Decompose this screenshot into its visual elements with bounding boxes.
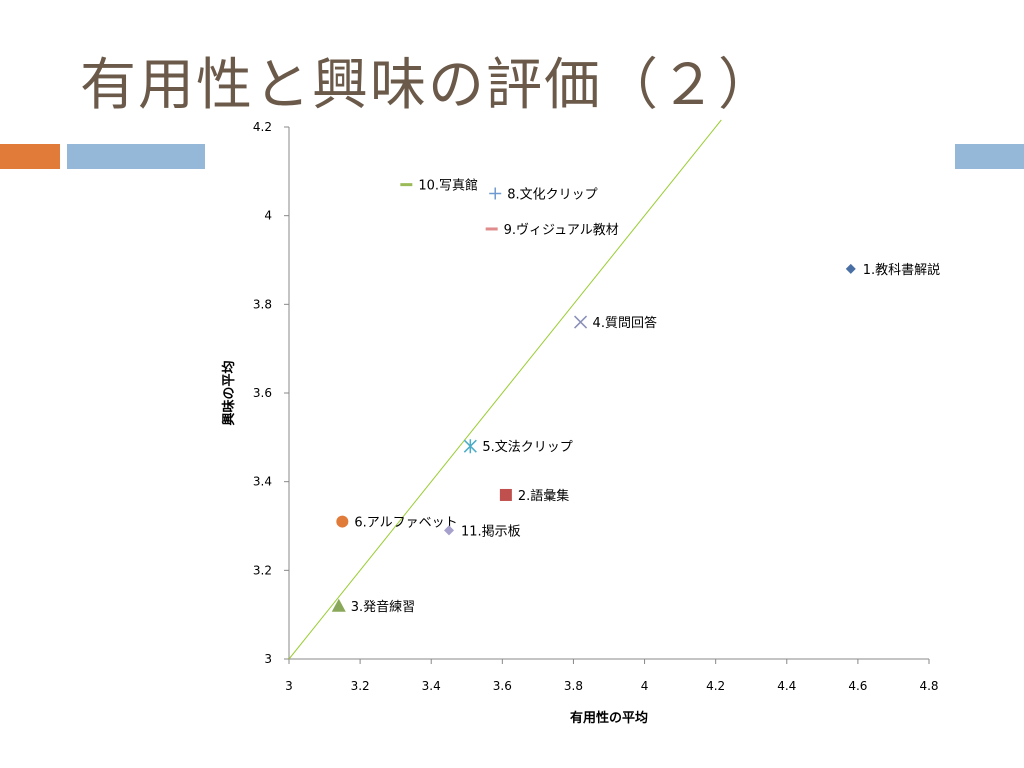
accent-bar-orange [0,144,60,169]
point-marker-x [574,315,588,329]
data-point: 3.発音練習 [331,598,415,615]
slide-title: 有用性と興味の評価（２） [80,53,776,118]
x-axis-title: 有用性の平均 [570,710,648,726]
x-tick-label: 3 [285,679,293,693]
data-point: 10.写真館 [400,179,478,194]
point-marker-square [499,488,512,501]
point-label: 11.掲示板 [461,523,521,539]
x-tick-label: 3.6 [493,679,512,693]
point-marker-triangle [331,598,346,612]
point-label: 4.質問回答 [593,315,657,331]
point-label: 10.写真館 [418,179,478,194]
y-axis-title: 興味の平均 [221,360,237,425]
y-tick-label: 3.6 [253,386,272,400]
data-point: 6.アルファベット [336,515,458,531]
point-marker-circle [336,515,349,528]
x-tick-label: 4.2 [706,679,725,693]
point-label: 1.教科書解説 [863,262,940,278]
point-label: 3.発音練習 [351,599,415,615]
accent-bar-blue-right [955,144,1024,169]
reference-line [288,119,722,660]
x-tick-label: 3.2 [351,679,370,693]
y-tick-label: 3 [264,652,272,666]
x-axis-ticks: 3 3.2 3.4 3.6 3.8 4 4.2 4.4 4.6 4.8 [285,659,939,693]
point-marker-asterisk [463,439,477,454]
data-point: 9.ヴィジュアル教材 [485,222,619,238]
data-point: 4.質問回答 [574,315,657,331]
x-tick-label: 4.4 [777,679,796,693]
data-point: 2.語彙集 [499,488,569,504]
y-axis-ticks: 3 3.2 3.4 3.6 3.8 4 4.2 [253,120,289,666]
x-tick-label: 4.8 [919,679,938,693]
y-tick-label: 4 [264,209,272,223]
y-tick-label: 4.2 [253,120,272,134]
data-point: 11.掲示板 [444,523,521,539]
x-tick-label: 4 [641,679,649,693]
point-label: 6.アルファベット [354,516,457,531]
data-points: 1.教科書解説 2.語彙集 3.発音練習 4.質問回答 5.文法クリップ 6.アルファベッ… [331,179,940,615]
x-tick-label: 3.4 [422,679,441,693]
accent-bar-blue-left [67,144,205,169]
point-marker-plus [489,187,502,200]
y-tick-label: 3.4 [253,475,272,489]
point-label: 2.語彙集 [518,488,569,504]
x-tick-label: 4.6 [848,679,867,693]
data-point: 1.教科書解説 [845,262,940,278]
point-marker-diamond [444,525,454,536]
y-tick-label: 3.8 [253,297,272,311]
x-tick-label: 3.8 [564,679,583,693]
point-label: 9.ヴィジュアル教材 [504,222,619,238]
data-point: 5.文法クリップ [463,439,573,455]
point-label: 5.文法クリップ [482,440,572,455]
point-marker-diamond [845,263,856,274]
y-tick-label: 3.2 [253,563,272,577]
data-point: 8.文化クリップ [489,187,598,203]
point-label: 8.文化クリップ [507,188,597,203]
